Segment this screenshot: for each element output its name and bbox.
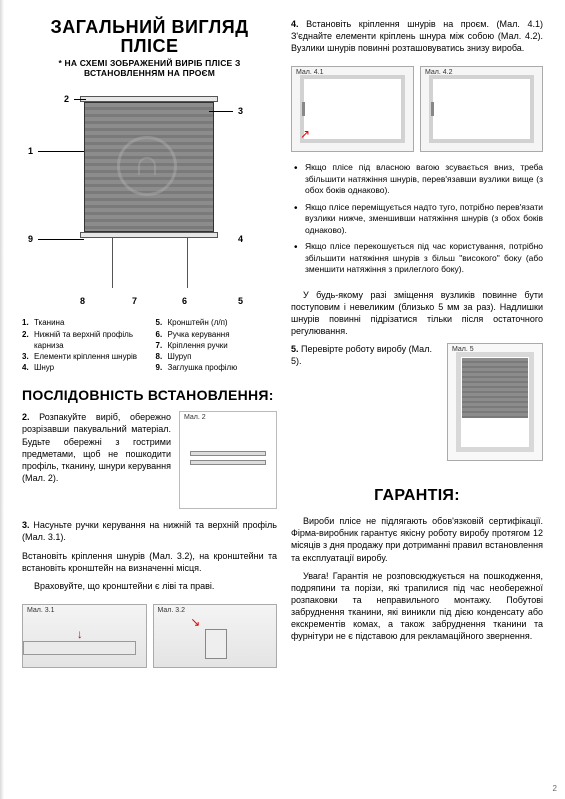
overview-diagram: 1 2 3 4 5 6 7 8 9 xyxy=(22,86,277,311)
step-3b: Встановіть кріплення шнурів (Мал. 3.2), … xyxy=(22,550,277,574)
subheading: * НА СХЕМІ ЗОБРАЖЕНИЙ ВИРІБ ПЛІСЕ З ВСТА… xyxy=(22,59,277,79)
callout-4: 4 xyxy=(238,234,243,244)
page-number: 2 xyxy=(553,784,557,793)
bullet-3: Якщо плісе перекошується під час користу… xyxy=(291,241,543,275)
step-5: 5. Перевірте роботу виробу (Мал. 5). Мал… xyxy=(291,343,543,461)
step-4: 4. Встановіть кріплення шнурів на проєм.… xyxy=(291,18,543,54)
step-3c: Враховуйте, що кронштейни є ліві та прав… xyxy=(22,580,277,592)
warranty-p1: Вироби плісе не підлягають обов'язковій … xyxy=(291,515,543,564)
callout-9: 9 xyxy=(28,234,33,244)
figure-3-2: Мал. 3.2 ↘ xyxy=(153,604,278,668)
callout-2: 2 xyxy=(64,94,69,104)
figure-4-2: Мал. 4.2 xyxy=(420,66,543,152)
right-column: 4. Встановіть кріплення шнурів на проєм.… xyxy=(291,18,543,781)
sequence-heading: ПОСЛІДОВНІСТЬ ВСТАНОВЛЕННЯ: xyxy=(22,387,277,403)
figure-3-1: Мал. 3.1 ↓ xyxy=(22,604,147,668)
bullet-2: Якщо плісе переміщується надто туго, пот… xyxy=(291,202,543,236)
figure-5: Мал. 5 xyxy=(447,343,543,461)
adjustment-bullets: Якщо плісе під власною вагою зсувається … xyxy=(291,162,543,280)
callout-6: 6 xyxy=(182,296,187,306)
callout-5: 5 xyxy=(238,296,243,306)
callout-3: 3 xyxy=(238,106,243,116)
bullet-1: Якщо плісе під власною вагою зсувається … xyxy=(291,162,543,196)
main-heading: ЗАГАЛЬНИЙ ВИГЛЯД ПЛІСЕ xyxy=(22,18,277,56)
warranty-heading: ГАРАНТІЯ: xyxy=(291,487,543,505)
figure-2: Мал. 2 xyxy=(179,411,277,509)
figures-4: Мал. 4.1 ↗ Мал. 4.2 xyxy=(291,66,543,152)
warranty-p2: Увага! Гарантія не розповсюджується на п… xyxy=(291,570,543,643)
left-column: ЗАГАЛЬНИЙ ВИГЛЯД ПЛІСЕ * НА СХЕМІ ЗОБРАЖ… xyxy=(22,18,277,781)
callout-1: 1 xyxy=(28,146,33,156)
figure-4-1: Мал. 4.1 ↗ xyxy=(291,66,414,152)
callout-8: 8 xyxy=(80,296,85,306)
step-2: 2. Розпакуйте виріб, обережно розрізавши… xyxy=(22,411,277,509)
adjustment-note: У будь-якому разі зміщення вузликів пови… xyxy=(291,289,543,338)
callout-7: 7 xyxy=(132,296,137,306)
step-3a: 3. Насуньте ручки керування на нижній та… xyxy=(22,519,277,543)
legend: 1.Тканина 2.Нижній та верхній профіль ка… xyxy=(22,317,277,373)
figures-3: Мал. 3.1 ↓ Мал. 3.2 ↘ xyxy=(22,604,277,668)
